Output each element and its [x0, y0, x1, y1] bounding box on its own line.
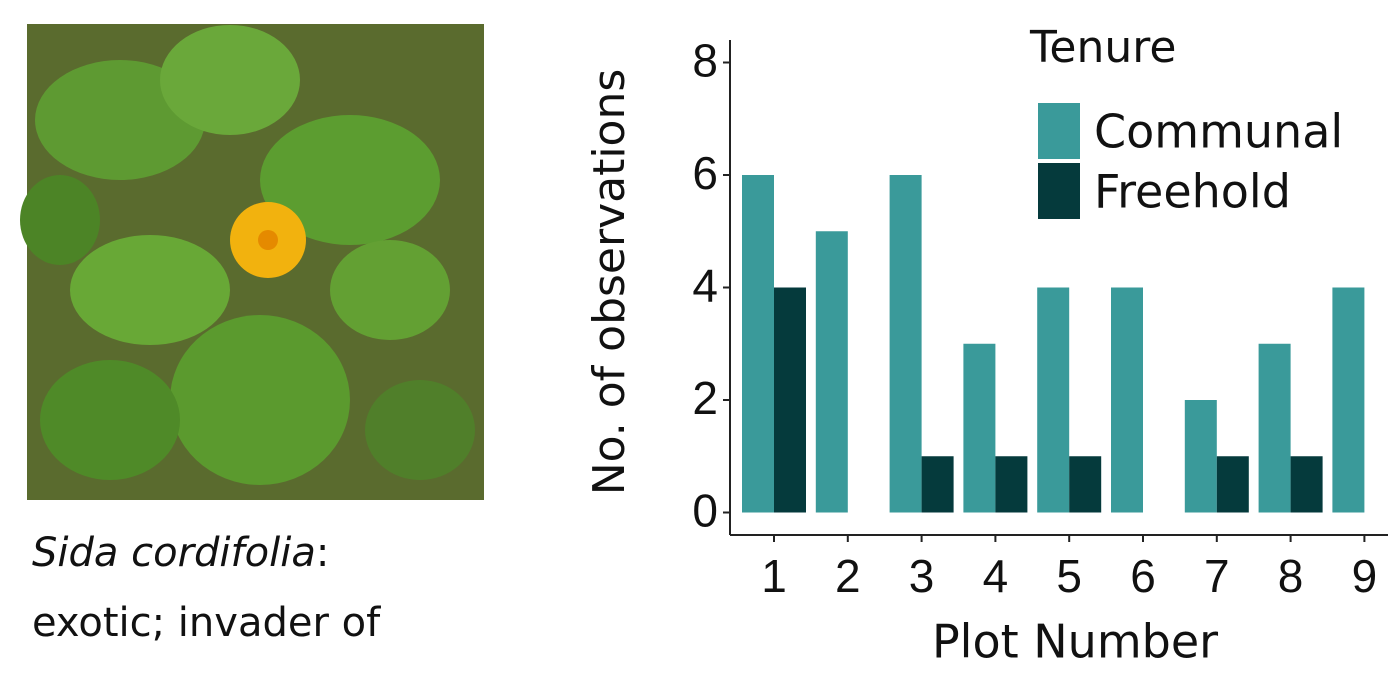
y-tick-label: 2 [692, 372, 718, 424]
x-axis-title: Plot Number [932, 615, 1218, 669]
bar [742, 175, 774, 513]
bar [995, 456, 1027, 512]
bar [963, 344, 995, 513]
plant-photo [20, 24, 484, 500]
x-tick-label: 2 [835, 550, 861, 602]
bar [1217, 456, 1249, 512]
bar [1291, 456, 1323, 512]
x-tick-label: 9 [1352, 550, 1378, 602]
bar [1185, 400, 1217, 513]
y-tick-label: 4 [692, 260, 718, 312]
species-suffix: : [316, 530, 329, 576]
x-tick-label: 7 [1204, 550, 1230, 602]
bar [816, 231, 848, 512]
x-tick-label: 6 [1130, 550, 1156, 602]
legend-swatch [1038, 163, 1080, 219]
x-tick-label: 4 [983, 550, 1009, 602]
x-tick-label: 8 [1278, 550, 1304, 602]
x-tick-label: 5 [1056, 550, 1082, 602]
bar [1111, 288, 1143, 513]
bar [1259, 344, 1291, 513]
species-name: Sida cordifolia [32, 530, 316, 576]
caption-name: Sida cordifolia: [32, 530, 329, 576]
x-tick-label: 1 [761, 550, 787, 602]
bar [1069, 456, 1101, 512]
y-tick-label: 6 [692, 147, 718, 199]
bar [1037, 288, 1069, 513]
legend-swatch [1038, 103, 1080, 159]
y-tick-label: 0 [692, 485, 718, 537]
x-tick-label: 3 [909, 550, 935, 602]
bar [922, 456, 954, 512]
bar [1332, 288, 1364, 513]
legend-label: Communal [1094, 105, 1343, 159]
y-axis-title: No. of observations [584, 69, 635, 496]
y-tick-label: 8 [692, 35, 718, 87]
legend-title: Tenure [1029, 22, 1176, 73]
slide: Sida cordifolia: exotic; invader of 0 2 4 6… [0, 0, 1388, 677]
legend-label: Freehold [1094, 165, 1291, 219]
bar [890, 175, 922, 513]
caption-text: exotic; invader of [32, 600, 381, 646]
bar [774, 288, 806, 513]
